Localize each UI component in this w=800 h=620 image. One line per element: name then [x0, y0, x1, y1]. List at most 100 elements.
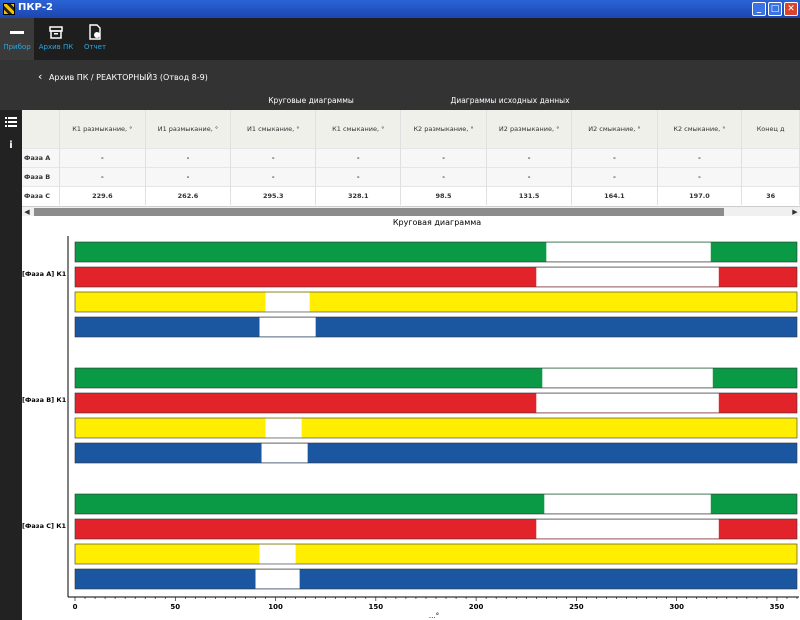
table-cell: 262.6 — [145, 185, 232, 205]
diagram-bar-blue — [74, 568, 798, 590]
close-button[interactable]: ✕ — [784, 2, 798, 16]
column-header: Конец д — [741, 110, 800, 148]
column-header: И2 смыкание, ° — [571, 110, 658, 148]
table-header-row: К1 размыкание, ° И1 размыкание, ° И1 смы… — [22, 110, 800, 148]
scroll-left-arrow-icon[interactable]: ◀ — [24, 208, 30, 216]
chart-title: Круговая диаграмма — [393, 218, 481, 227]
table-cell: 36 — [741, 185, 800, 205]
diagram-bar-gap — [255, 569, 300, 589]
table-cell: 164.1 — [571, 185, 658, 205]
column-header: И2 размыкание, ° — [486, 110, 573, 148]
minus-icon — [9, 24, 25, 40]
x-tick-label: 350 — [770, 603, 785, 611]
x-tick-label: 150 — [369, 603, 384, 611]
archive-box-icon — [48, 24, 64, 40]
table-cell: - — [315, 147, 402, 167]
table-cell: - — [230, 166, 317, 186]
circular-diagram-chart: Круговая диаграмма [Фаза А] К1 [Фаза В] К1… — [0, 216, 800, 620]
results-table: К1 размыкание, ° И1 размыкание, ° И1 смы… — [22, 110, 800, 205]
diagram-bar-gap — [259, 317, 316, 337]
table-cell: - — [657, 147, 743, 167]
table-cell — [741, 147, 800, 167]
info-icon[interactable]: i — [9, 140, 13, 151]
main-toolbar: Прибор Архив ПК Отчет — [0, 18, 800, 60]
table-cell: 98.5 — [400, 185, 488, 205]
table-cell: - — [59, 147, 146, 167]
breadcrumb: ‹ Архив ПК / РЕАКТОРНЫЙ3 (Отвод 8-9) — [38, 70, 208, 83]
table-cell: - — [145, 147, 232, 167]
diagram-bar-blue — [74, 442, 798, 464]
diagram-bar-gap — [546, 242, 711, 262]
table-cell: - — [59, 166, 146, 186]
diagram-bar-gap — [536, 267, 719, 287]
row-label: Фаза В — [22, 166, 60, 186]
table-row[interactable]: Фаза С 229.6 262.6 295.3 328.1 98.5 131.… — [22, 185, 800, 205]
table-cell: - — [400, 166, 488, 186]
title-bar: ПКР-2 _ □ ✕ — [0, 0, 800, 18]
x-tick-label: 300 — [669, 603, 684, 611]
x-tick-label: 0 — [73, 603, 78, 611]
table-cell: - — [230, 147, 317, 167]
table-cell: - — [571, 147, 658, 167]
diagram-bar-gap — [265, 292, 310, 312]
table-corner-cell — [22, 110, 60, 148]
column-header: И1 смыкание, ° — [230, 110, 317, 148]
table-cell: - — [315, 166, 402, 186]
diagram-bar-yellow — [74, 291, 798, 313]
diagram-bar-gap — [544, 494, 711, 514]
column-header: К2 смыкание, ° — [657, 110, 743, 148]
diagram-bar-gap — [259, 544, 296, 564]
device-tool-button[interactable]: Прибор — [0, 18, 34, 60]
x-tick-label: 250 — [569, 603, 584, 611]
window-title: ПКР-2 — [18, 2, 53, 13]
table-cell: - — [571, 166, 658, 186]
row-label: Фаза А — [22, 147, 60, 167]
archive-tool-button[interactable]: Архив ПК — [36, 18, 76, 60]
table-cell: - — [145, 166, 232, 186]
diagram-bar-gap — [261, 443, 308, 463]
table-row[interactable]: Фаза В - - - - - - - - — [22, 166, 800, 186]
column-header: К1 смыкание, ° — [315, 110, 402, 148]
breadcrumb-text: Архив ПК / РЕАКТОРНЫЙ3 (Отвод 8-9) — [48, 73, 208, 82]
horizontal-scrollbar[interactable]: ◀ ▶ — [22, 206, 800, 216]
diagram-bar-yellow — [74, 543, 798, 565]
column-header: И1 размыкание, ° — [145, 110, 232, 148]
group-label: [Фаза В] К1 — [22, 396, 67, 404]
table-cell: 197.0 — [657, 185, 743, 205]
diagram-bar-gap — [265, 418, 302, 438]
list-icon[interactable] — [5, 116, 17, 128]
table-cell: - — [486, 147, 573, 167]
scroll-right-arrow-icon[interactable]: ▶ — [792, 208, 798, 216]
group-label: [Фаза С] К1 — [22, 522, 67, 530]
table-cell: - — [657, 166, 743, 186]
device-tool-label: Прибор — [3, 43, 31, 51]
x-axis-label: ...° — [429, 612, 439, 620]
results-table-container: К1 размыкание, ° И1 размыкание, ° И1 смы… — [22, 110, 800, 206]
report-tool-button[interactable]: Отчет — [80, 18, 110, 60]
table-cell: 295.3 — [230, 185, 317, 205]
table-cell — [741, 166, 800, 186]
report-document-icon — [87, 24, 103, 40]
x-tick-label: 100 — [268, 603, 283, 611]
navigation-area: ‹ Архив ПК / РЕАКТОРНЫЙ3 (Отвод 8-9) Кру… — [0, 60, 800, 112]
back-chevron-icon[interactable]: ‹ — [38, 70, 43, 83]
table-cell: 328.1 — [315, 185, 402, 205]
table-row[interactable]: Фаза А - - - - - - - - — [22, 147, 800, 167]
column-header: К2 размыкание, ° — [400, 110, 488, 148]
minimize-button[interactable]: _ — [752, 2, 766, 16]
diagram-bar-gap — [536, 519, 719, 539]
diagram-bar-gap — [542, 368, 713, 388]
diagram-bar-blue — [74, 316, 798, 338]
chart-svg: Круговая диаграмма [Фаза А] К1 [Фаза В] К1… — [22, 218, 799, 620]
app-logo-icon — [3, 3, 15, 15]
table-cell: - — [486, 166, 573, 186]
column-header: К1 размыкание, ° — [59, 110, 146, 148]
left-sidebar: i — [0, 110, 22, 620]
table-cell: 229.6 — [59, 185, 146, 205]
tab-source-data-diagrams[interactable]: Диаграммы исходных данных — [450, 96, 570, 105]
scrollbar-thumb[interactable] — [34, 208, 724, 216]
diagram-bar-yellow — [74, 417, 798, 439]
diagram-bar-gap — [536, 393, 719, 413]
archive-tool-label: Архив ПК — [38, 43, 74, 51]
maximize-button[interactable]: □ — [768, 2, 782, 16]
